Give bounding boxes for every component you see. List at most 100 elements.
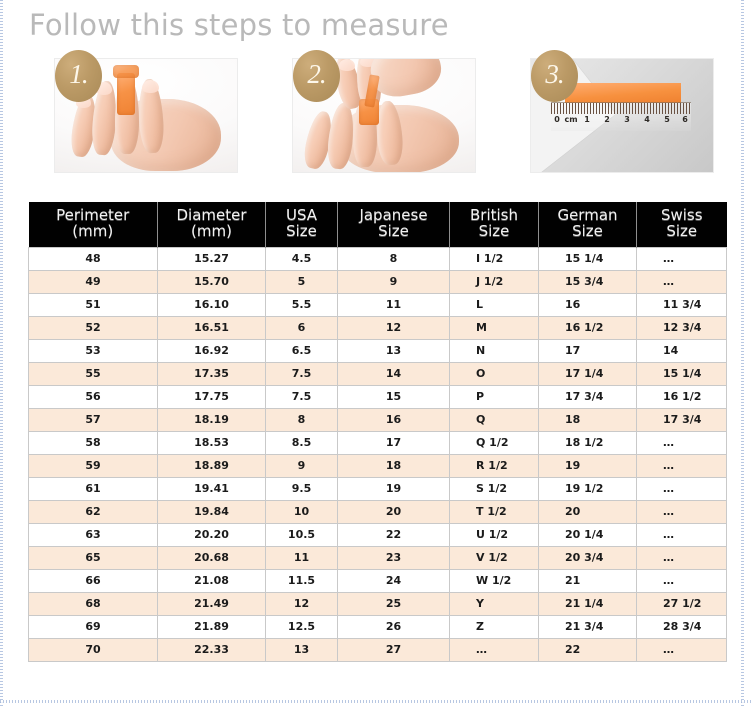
column-header-6-line1: Swiss: [660, 206, 703, 224]
cell-r12-c0: 63: [28, 523, 158, 547]
paper-strip-1: [117, 73, 135, 115]
column-header-6: Swiss Size: [636, 202, 727, 248]
cell-r7-c5: 18: [538, 408, 637, 432]
cell-r4-c5: 17: [538, 339, 637, 363]
table-row: 66 21.08 11.5 24 W 1/2 21…: [28, 569, 727, 593]
cell-r15-c0: 68: [28, 592, 158, 616]
cell-r11-c1: 19.84: [157, 500, 266, 524]
table-row: 61 19.41 9.5 19 S 1/2 19 1/2…: [28, 477, 727, 501]
scan-edge-bottom: [0, 700, 751, 703]
cell-r0-c6: …: [636, 246, 727, 271]
cell-r8-c0: 58: [28, 431, 158, 455]
ruler-mark-2: 2: [604, 115, 610, 124]
cell-r15-c5: 21 1/4: [538, 592, 637, 616]
cell-r8-c1: 18.53: [157, 431, 266, 455]
cell-r6-c2: 7.5: [265, 385, 338, 409]
table-row: 52 16.51 6 12 M 16 1/2 12 3/4: [28, 316, 727, 340]
cell-r13-c5: 20 3/4: [538, 546, 637, 570]
step-2: 2.: [293, 50, 481, 172]
column-header-2-line1: USA: [285, 206, 318, 224]
step-3-badge: 3.: [531, 50, 578, 102]
cell-r9-c1: 18.89: [157, 454, 266, 478]
cell-r0-c4: I 1/2: [449, 246, 539, 271]
cell-r17-c2: 13: [265, 638, 338, 662]
ruler-mark-3: 3: [624, 115, 630, 124]
page-title: Follow this steps to measure: [29, 8, 449, 42]
scan-edge-right: [741, 0, 744, 706]
step-1-badge: 1.: [55, 50, 102, 102]
step-1: 1.: [55, 50, 243, 172]
cell-r1-c1: 15.70: [157, 270, 266, 294]
cell-r1-c6: …: [636, 270, 727, 294]
cell-r7-c3: 16: [337, 408, 450, 432]
table-row: 68 21.49 12 25 Y 21 1/4 27 1/2: [28, 592, 727, 616]
cell-r2-c0: 51: [28, 293, 158, 317]
cell-r4-c0: 53: [28, 339, 158, 363]
cell-r2-c5: 16: [538, 293, 637, 317]
cell-r12-c1: 20.20: [157, 523, 266, 547]
cell-r9-c4: R 1/2: [449, 454, 539, 478]
cell-r9-c0: 59: [28, 454, 158, 478]
cell-r6-c3: 15: [337, 385, 450, 409]
cell-r8-c6: …: [636, 431, 727, 455]
table-row: 65 20.68 11 23 V 1/2 20 3/4…: [28, 546, 727, 570]
column-header-0: Perimeter (mm): [28, 202, 158, 248]
cell-r16-c0: 69: [28, 615, 158, 639]
cell-r17-c4: …: [449, 638, 539, 662]
step-3-number: 3.: [545, 59, 564, 89]
step-1-number: 1.: [69, 59, 88, 89]
table-row: 53 16.92 6.5 13 N 17 14: [28, 339, 727, 363]
column-header-2-line2: Size: [286, 221, 317, 240]
ruler-ticks: [551, 103, 691, 114]
cell-r11-c4: T 1/2: [449, 500, 539, 524]
cell-r6-c1: 17.75: [157, 385, 266, 409]
cell-r14-c3: 24: [337, 569, 450, 593]
cell-r8-c4: Q 1/2: [449, 431, 539, 455]
cell-r14-c2: 11.5: [265, 569, 338, 593]
cell-r5-c5: 17 1/4: [538, 362, 637, 386]
column-header-6-line2: Size: [666, 221, 698, 240]
cell-r13-c3: 23: [337, 546, 450, 570]
table-row: 55 17.35 7.5 14 O 17 1/4 15 1/4: [28, 362, 727, 386]
table-row: 70 22.33 13 27… 22…: [28, 638, 727, 662]
cell-r10-c6: …: [636, 477, 727, 501]
cell-r15-c6: 27 1/2: [636, 592, 727, 616]
cell-r11-c3: 20: [337, 500, 450, 524]
cell-r11-c0: 62: [28, 500, 158, 524]
cell-r0-c1: 15.27: [157, 246, 266, 271]
table-body: 48 15.27 4.5 8 I 1/2 15 1/4… 49 15.70 5 9 J 1/2 15 …: [28, 246, 727, 662]
cell-r16-c2: 12.5: [265, 615, 338, 639]
column-header-3: Japanese Size: [337, 202, 450, 248]
cell-r0-c3: 8: [337, 246, 450, 271]
cell-r1-c0: 49: [28, 270, 158, 294]
cell-r4-c4: N: [449, 339, 539, 363]
cell-r10-c2: 9.5: [265, 477, 338, 501]
table-row: 62 19.84 10 20 T 1/2 20…: [28, 500, 727, 524]
column-header-5: German Size: [538, 202, 637, 248]
ruler-mark-1: 1: [584, 115, 590, 124]
cell-r7-c4: Q: [449, 408, 539, 432]
cell-r5-c0: 55: [28, 362, 158, 386]
cell-r9-c2: 9: [265, 454, 338, 478]
cell-r13-c1: 20.68: [157, 546, 266, 570]
cell-r17-c1: 22.33: [157, 638, 266, 662]
cell-r15-c4: Y: [449, 592, 539, 616]
column-header-4-line2: Size: [478, 221, 510, 240]
ruler-mark-0: 0: [554, 115, 560, 124]
cell-r1-c2: 5: [265, 270, 338, 294]
cell-r14-c0: 66: [28, 569, 158, 593]
step-2-badge: 2.: [293, 50, 340, 102]
column-header-4: British Size: [449, 202, 539, 248]
cell-r0-c5: 15 1/4: [538, 246, 637, 271]
cell-r4-c1: 16.92: [157, 339, 266, 363]
step-2-photo: [293, 59, 475, 172]
cell-r5-c6: 15 1/4: [636, 362, 727, 386]
cell-r8-c2: 8.5: [265, 431, 338, 455]
cell-r3-c3: 12: [337, 316, 450, 340]
cell-r10-c4: S 1/2: [449, 477, 539, 501]
cell-r0-c0: 48: [28, 246, 158, 271]
cell-r16-c5: 21 3/4: [538, 615, 637, 639]
table-row: 58 18.53 8.5 17 Q 1/2 18 1/2…: [28, 431, 727, 455]
ruler-mark-4: 4: [644, 115, 650, 124]
